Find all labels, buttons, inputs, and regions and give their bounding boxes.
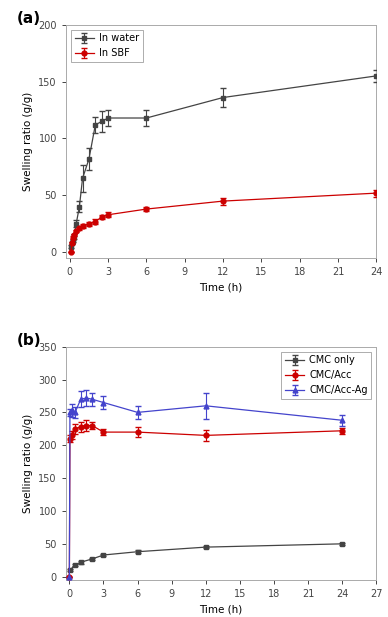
Y-axis label: Swelling ratio (g/g): Swelling ratio (g/g) xyxy=(23,413,33,513)
X-axis label: Time (h): Time (h) xyxy=(199,605,243,615)
Legend: CMC only, CMC/Acc, CMC/Acc-Ag: CMC only, CMC/Acc, CMC/Acc-Ag xyxy=(281,352,371,399)
Text: (a): (a) xyxy=(16,10,40,26)
Text: (b): (b) xyxy=(16,333,41,347)
X-axis label: Time (h): Time (h) xyxy=(199,283,243,292)
Y-axis label: Swelling ratio (g/g): Swelling ratio (g/g) xyxy=(23,92,33,191)
Legend: In water, In SBF: In water, In SBF xyxy=(71,30,143,62)
